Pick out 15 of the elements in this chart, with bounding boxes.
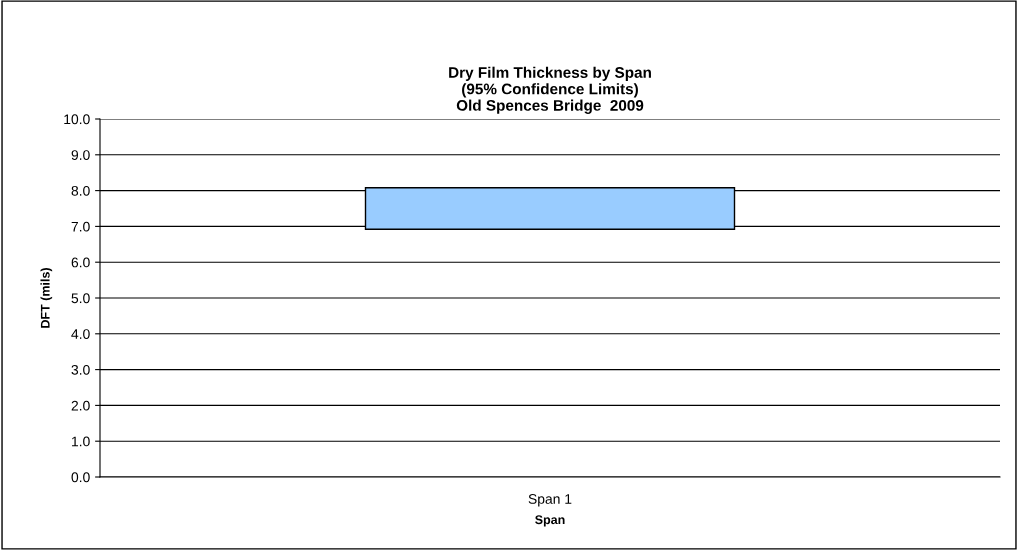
- y-tick-label: 5.0: [71, 293, 90, 304]
- y-tick-label: 7.0: [71, 221, 90, 232]
- x-tick-label: Span 1: [528, 494, 572, 507]
- y-tick-label: 10.0: [64, 114, 90, 125]
- y-tick-label: 3.0: [71, 364, 90, 375]
- y-axis-title: DFT (mils): [40, 268, 53, 328]
- y-tick-label: 4.0: [71, 329, 90, 339]
- y-tick-label: 1.0: [72, 436, 90, 447]
- y-tick-label: 9.0: [71, 150, 90, 160]
- y-tick-label: 8.0: [71, 185, 90, 196]
- y-tick-label: 0.0: [71, 472, 90, 483]
- chart-title: Dry Film Thickness by Span (95% Confidence Limits) Old Spences Bridge 2009: [449, 66, 651, 114]
- y-tick-label: 2.0: [71, 400, 90, 411]
- x-axis-title: Span: [535, 515, 565, 527]
- y-tick-label: 6.0: [71, 257, 90, 268]
